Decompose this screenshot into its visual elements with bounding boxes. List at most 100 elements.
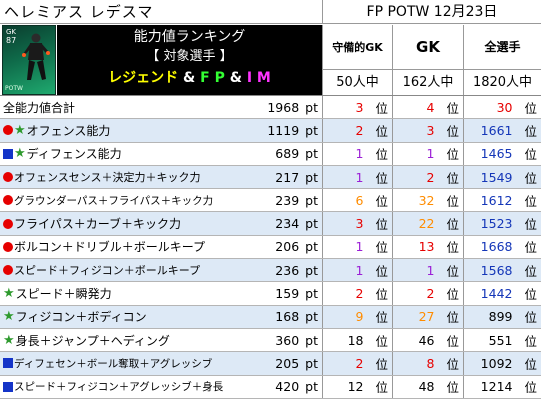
rank-cell-all-players: 1442 位 (463, 282, 541, 305)
target-fp: F P (200, 70, 225, 86)
rank-unit: 位 (446, 170, 459, 186)
points-unit: pt (305, 146, 318, 162)
table-row: 全能力値合計 1968 pt 3 位 4 位 30 位 (0, 96, 541, 120)
rank-unit: 位 (375, 287, 388, 303)
rank-unit: 位 (446, 287, 459, 303)
rank-value: 46 (418, 332, 435, 348)
points-cell: 205 pt (253, 352, 322, 374)
points-unit: pt (305, 122, 318, 138)
rank-value: 1 (355, 146, 364, 162)
points-unit: pt (305, 169, 318, 185)
offense-circle-icon (3, 241, 13, 252)
rank-value: 1 (426, 146, 435, 162)
rank-unit: 位 (446, 193, 459, 209)
points-value: 360 (275, 332, 300, 348)
stat-name: 全能力値合計 (3, 100, 76, 115)
card-badge: POTW (5, 85, 23, 92)
rank-unit: 位 (446, 310, 459, 326)
rank-unit: 位 (375, 240, 388, 256)
rank-cell-gk: 48 位 (392, 375, 463, 398)
category-title: 能力値ランキング (133, 29, 246, 45)
rank-unit: 位 (375, 170, 388, 186)
points-cell: 236 pt (253, 259, 322, 281)
offense-circle-icon (3, 218, 13, 229)
stat-name-cell: ディフェセン＋ボール奪取＋アグレッシブ (3, 352, 253, 374)
rank-cell-defensive-gk: 18 位 (322, 328, 392, 352)
rank-value: 2 (355, 355, 364, 371)
offense-circle-icon (3, 195, 13, 206)
stat-name-cell: グラウンダーパス＋フライパス＋キック力 (3, 189, 253, 211)
points-value: 239 (275, 192, 300, 208)
offense-circle-icon (3, 172, 13, 183)
points-value: 168 (275, 309, 300, 325)
stat-name: スピード＋フィジコン＋ボールキープ (14, 264, 201, 278)
column-count-defensive-gk: 50人中 (322, 70, 392, 95)
rank-value: 1465 (480, 146, 513, 162)
rank-cell-all-players: 1549 位 (463, 165, 541, 189)
rank-unit: 位 (375, 147, 388, 163)
player-card: GK 87 POTW (2, 25, 56, 95)
defense-square-icon (3, 358, 13, 369)
table-row: スピード＋フィジコン＋アグレッシブ＋身長 420 pt 12 位 48 位 1214 位 (0, 375, 541, 399)
points-cell: 689 pt (253, 143, 322, 165)
rank-unit: 位 (446, 240, 459, 256)
rank-cell-gk: 46 位 (392, 328, 463, 352)
points-cell: 168 pt (253, 306, 322, 328)
rank-value: 1 (426, 262, 435, 278)
rank-cell-gk: 32 位 (392, 189, 463, 212)
rank-value: 48 (418, 379, 435, 395)
stat-name: フライパス＋カーブ＋キック力 (14, 217, 182, 232)
stat-name-cell: スピード＋フィジコン＋ボールキープ (3, 259, 253, 281)
stat-name: ディフェセン＋ボール奪取＋アグレッシブ (14, 357, 213, 370)
stat-name-cell: ★ オフェンス能力 (3, 119, 253, 141)
points-cell: 217 pt (253, 166, 322, 188)
column-header-defensive-gk: 守備的GK (322, 25, 392, 70)
stat-name-cell: フライパス＋カーブ＋キック力 (3, 212, 253, 234)
rank-unit: 位 (524, 100, 537, 116)
rank-value: 1523 (480, 216, 513, 232)
table-row: ★ オフェンス能力 1119 pt 2 位 3 位 1661 位 (0, 119, 541, 143)
table-row: ★ スピード＋瞬発力 159 pt 2 位 2 位 1442 位 (0, 282, 541, 306)
points-cell: 360 pt (253, 329, 322, 351)
rank-unit: 位 (446, 217, 459, 233)
rank-value: 2 (355, 122, 364, 138)
rank-value: 18 (347, 332, 364, 348)
points-unit: pt (305, 332, 318, 348)
rank-cell-all-players: 551 位 (463, 328, 541, 352)
rank-cell-all-players: 1568 位 (463, 259, 541, 282)
rank-unit: 位 (524, 263, 537, 279)
points-value: 205 (275, 355, 300, 371)
table-row: オフェンスセンス＋決定力＋キック力 217 pt 1 位 2 位 1549 位 (0, 165, 541, 190)
rank-value: 22 (418, 216, 435, 232)
points-unit: pt (305, 379, 318, 395)
points-unit: pt (305, 262, 318, 278)
rank-unit: 位 (524, 287, 537, 303)
column-count-gk: 162人中 (392, 70, 463, 95)
points-cell: 234 pt (253, 212, 322, 234)
rank-value: 1 (355, 239, 364, 255)
stat-name-cell: 全能力値合計 (3, 96, 253, 118)
rank-value: 1 (355, 169, 364, 185)
rank-unit: 位 (375, 380, 388, 396)
rank-value: 12 (347, 379, 364, 395)
points-value: 420 (275, 379, 300, 395)
stat-name: フィジコン＋ボディコン (15, 310, 147, 325)
rank-unit: 位 (524, 380, 537, 396)
rank-unit: 位 (375, 310, 388, 326)
table-row: フライパス＋カーブ＋キック力 234 pt 3 位 22 位 1523 位 (0, 212, 541, 236)
stat-name: 身長＋ジャンプ＋ヘディング (15, 333, 170, 348)
rank-cell-all-players: 1668 位 (463, 235, 541, 259)
table-row: スピード＋フィジコン＋ボールキープ 236 pt 1 位 1 位 1568 位 (0, 259, 541, 283)
rank-unit: 位 (446, 100, 459, 116)
target-im: I M (246, 70, 271, 86)
table-row: ★ 身長＋ジャンプ＋ヘディング 360 pt 18 位 46 位 551 位 (0, 328, 541, 353)
rank-unit: 位 (446, 356, 459, 372)
points-unit: pt (305, 216, 318, 232)
column-count-all-players: 1820人中 (463, 70, 541, 95)
